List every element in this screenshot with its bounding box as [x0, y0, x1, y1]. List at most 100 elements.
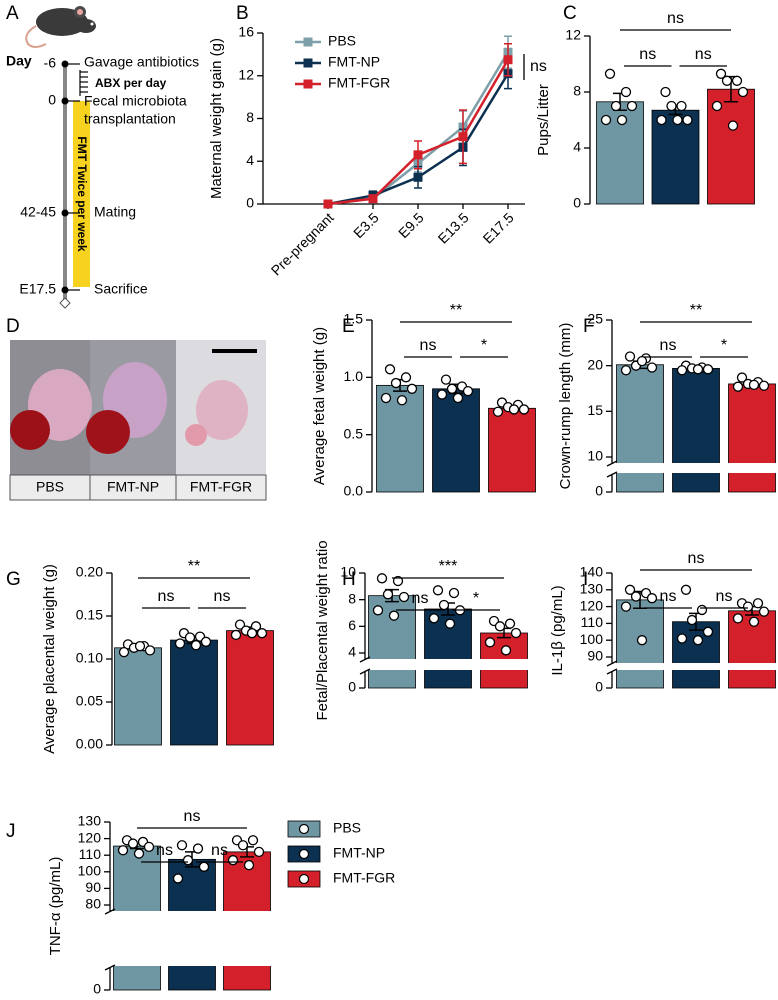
- axis-title: Day: [6, 53, 32, 69]
- panel-letter: F: [583, 316, 595, 337]
- sig-label: ns: [660, 588, 677, 605]
- y-tick-label: 16: [238, 24, 254, 40]
- y-tick-label: 110: [79, 846, 102, 862]
- sig-label: **: [450, 302, 462, 319]
- sig-label: ns: [211, 842, 228, 859]
- data-point: [737, 86, 749, 98]
- y-tick-label: 0: [595, 679, 603, 695]
- bar: [432, 388, 480, 493]
- legend-label: PBS: [333, 820, 361, 836]
- panel-letter: G: [6, 569, 21, 590]
- data-point: [600, 114, 612, 126]
- data-point: [624, 351, 636, 362]
- axis-break: [606, 660, 618, 667]
- y-tick-label: 20: [587, 356, 603, 372]
- y-tick-label: 12: [565, 27, 581, 43]
- legend-marker: [303, 37, 313, 47]
- data-point: [432, 585, 444, 596]
- data-point: [380, 392, 392, 404]
- timeline: A Day -6 0 42-45 E17.5 Gavage ant: [6, 3, 199, 309]
- panel-letter: H: [342, 569, 356, 590]
- data-point: [676, 633, 688, 644]
- data-point: [696, 604, 708, 616]
- data-point: [117, 845, 129, 856]
- y-tick-label: 140: [580, 564, 604, 580]
- y-tick-label: 130: [78, 813, 102, 829]
- y-tick-label: 8: [348, 590, 356, 606]
- sig-label: *: [721, 337, 727, 354]
- data-point: [752, 598, 764, 609]
- y-tick-label: 0.20: [76, 564, 103, 580]
- y-axis-label: Maternal weight gain (g): [208, 38, 225, 199]
- event-label: Sacrifice: [94, 281, 148, 297]
- y-tick-label: 0: [595, 483, 603, 499]
- data-point: [758, 380, 770, 391]
- sig-label: *: [481, 337, 487, 354]
- panel-letter: D: [6, 316, 20, 337]
- x-tick-label: E17.5: [480, 209, 517, 246]
- sig-label: ns: [184, 808, 201, 825]
- data-point: [616, 114, 628, 126]
- panel-letter: C: [563, 3, 577, 24]
- data-point: [390, 377, 402, 389]
- data-point: [436, 389, 448, 400]
- data-point: [630, 591, 642, 602]
- data-point: [686, 614, 698, 626]
- y-tick-label: 6: [348, 617, 356, 633]
- bar: [170, 639, 218, 746]
- x-tick-label: E13.5: [435, 209, 472, 246]
- data-point: [732, 381, 744, 392]
- data-point: [256, 628, 268, 639]
- y-tick-label: 0: [246, 195, 254, 211]
- data-point: [492, 406, 504, 417]
- marker: [368, 194, 378, 204]
- axis-break: [606, 460, 618, 467]
- data-point: [444, 618, 456, 629]
- sig-label: ns: [158, 588, 175, 605]
- sig-label: ns: [412, 590, 429, 607]
- sig-label: ns: [214, 588, 231, 605]
- data-point: [702, 626, 714, 637]
- data-point: [715, 68, 727, 79]
- data-point: [692, 364, 704, 375]
- legend-label: FMT-FGR: [333, 870, 395, 886]
- end-diamond: [59, 297, 71, 309]
- data-point: [636, 355, 648, 367]
- axis-break: [606, 668, 618, 675]
- data-point: [742, 601, 754, 612]
- day-label: -6: [44, 55, 57, 71]
- data-point: [748, 616, 760, 627]
- y-axis-label: Pups/Litter: [535, 84, 552, 156]
- data-point: [610, 100, 622, 112]
- data-point: [682, 114, 693, 126]
- legend-dot: [298, 873, 310, 885]
- mouse-icon: [25, 6, 96, 48]
- y-tick-label: 8: [246, 109, 254, 125]
- event-label: FMT Twice per week: [75, 136, 89, 251]
- break-gap: [111, 911, 278, 966]
- y-tick-label: 120: [580, 597, 604, 613]
- data-point: [680, 584, 692, 595]
- day-label: 0: [48, 92, 56, 108]
- data-point: [620, 86, 632, 98]
- axis-break: [104, 964, 116, 971]
- data-point: [246, 628, 258, 639]
- data-point: [247, 835, 259, 846]
- break-gap: [613, 463, 778, 473]
- y-axis-label: Crown-rump length (mm): [557, 323, 574, 490]
- data-point: [666, 100, 677, 112]
- y-tick-label: 10: [587, 448, 603, 464]
- data-point: [702, 364, 714, 375]
- y-tick-label: 10: [340, 564, 356, 580]
- data-point: [646, 362, 658, 373]
- data-point: [376, 573, 388, 584]
- data-point: [676, 100, 687, 112]
- event-label: Gavage antibiotics: [84, 54, 199, 70]
- y-tick-label: 100: [78, 863, 102, 879]
- break-gap: [366, 659, 533, 670]
- event-label: Fecal microbiota: [84, 93, 187, 109]
- event-dots: [61, 60, 69, 294]
- panel-letter: I: [583, 569, 588, 590]
- data-point: [604, 68, 616, 79]
- data-point: [748, 379, 760, 390]
